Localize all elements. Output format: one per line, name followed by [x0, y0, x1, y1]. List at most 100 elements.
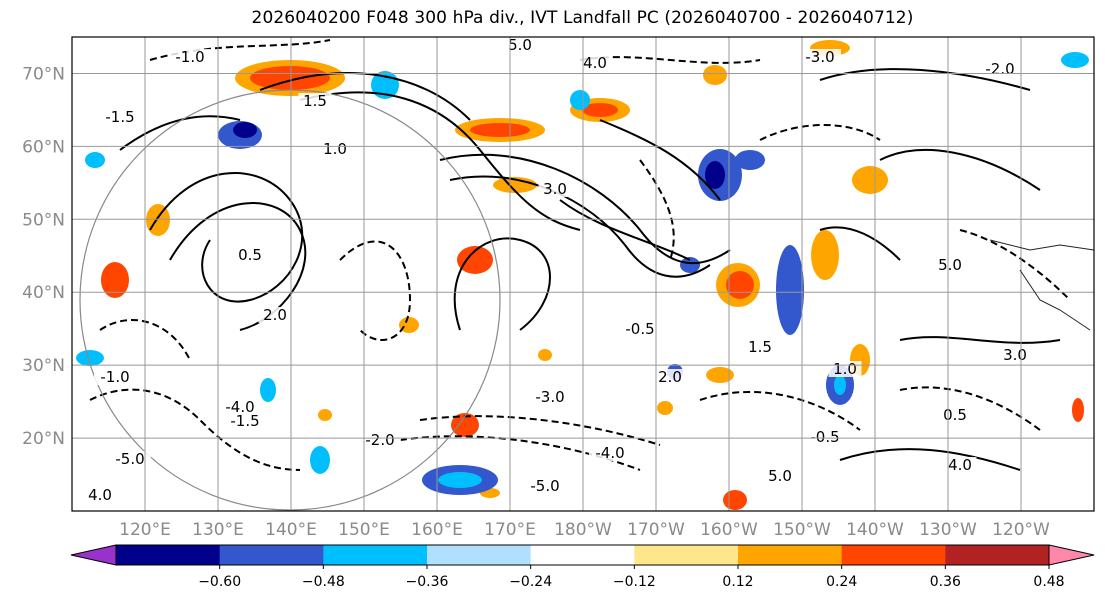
colorbar-ticks: −0.60 −0.48 −0.36 −0.24 −0.12 0.12 0.24 0.36 0.4… — [198, 565, 1065, 590]
svg-text:1.5: 1.5 — [303, 92, 327, 110]
longitude-labels: 120°E 130°E 140°E 150°E 160°E 170°E 180°W 170°W… — [119, 520, 1050, 540]
svg-text:-4.0: -4.0 — [595, 444, 624, 462]
contour-value-label: -2.0 — [979, 60, 1021, 78]
lon-tick-label: 120°W — [992, 520, 1050, 540]
colorbar-segment — [427, 545, 532, 565]
lon-tick-label: 130°E — [192, 520, 244, 540]
svg-text:0.5: 0.5 — [238, 246, 262, 264]
svg-text:1.0: 1.0 — [323, 140, 347, 158]
contour-value-label: -1.5 — [224, 412, 266, 430]
svg-text:3.0: 3.0 — [1003, 346, 1027, 364]
divergence-shading — [76, 40, 1089, 510]
contour-value-label: -4.0 — [589, 444, 631, 462]
lon-tick-label: 150°W — [773, 520, 831, 540]
svg-text:-4.0: -4.0 — [225, 398, 254, 416]
lon-tick-label: 140°W — [846, 520, 904, 540]
map-border — [71, 36, 1095, 512]
contour-value-label: 1.5 — [298, 92, 332, 110]
contour-value-label: 0.5 — [233, 246, 267, 264]
svg-text:-3.0: -3.0 — [535, 388, 564, 406]
colorbar-segment — [530, 545, 635, 565]
svg-text:-0.5: -0.5 — [625, 320, 654, 338]
colorbar-segment — [738, 545, 843, 565]
lat-tick-label: 40°N — [22, 283, 65, 303]
colorbar-segment — [219, 545, 324, 565]
contour-value-label: -5.0 — [109, 450, 151, 468]
colorbar-tick-label: 0.36 — [930, 574, 961, 590]
svg-text:5.0: 5.0 — [768, 467, 792, 485]
colorbar-tick-label: 0.24 — [826, 574, 857, 590]
colorbar-segment — [116, 545, 221, 565]
latitude-labels: 70°N 60°N 50°N 40°N 30°N 20°N — [22, 64, 65, 449]
contour-value-label: -4.0 — [219, 398, 261, 416]
svg-text:5.0: 5.0 — [938, 256, 962, 274]
svg-text:2.0: 2.0 — [263, 306, 287, 324]
svg-text:3.0: 3.0 — [543, 180, 567, 198]
colorbar-tick-label: −0.48 — [302, 574, 345, 590]
contour-value-label: 3.0 — [998, 346, 1032, 364]
colorbar-tick-label: 0.12 — [722, 574, 753, 590]
contour-labels: 5.0 4.0 3.0 2.0 1.5 1.0 0.5 -0.5 -1.0 -1.5 -2.0 -3.… — [83, 36, 1032, 504]
svg-text:-2.0: -2.0 — [365, 431, 394, 449]
svg-text:4.0: 4.0 — [948, 456, 972, 474]
contour-value-label: 5.0 — [933, 256, 967, 274]
colorbar-extend-high — [1048, 544, 1095, 566]
svg-text:4.0: 4.0 — [88, 486, 112, 504]
contour-value-label: 5.0 — [503, 36, 537, 54]
colorbar-tick-label: −0.36 — [406, 574, 449, 590]
svg-text:-5.0: -5.0 — [115, 450, 144, 468]
lon-tick-label: 170°W — [627, 520, 685, 540]
contour-value-label: 1.0 — [318, 140, 352, 158]
coastline-north-america — [989, 239, 1094, 331]
contour-value-label: 4.0 — [578, 54, 612, 72]
svg-text:-5.0: -5.0 — [530, 477, 559, 495]
lat-tick-label: 20°N — [22, 429, 65, 449]
lon-tick-label: 140°E — [265, 520, 317, 540]
colorbar — [70, 544, 1095, 566]
contour-value-label: 5.0 — [763, 467, 797, 485]
lon-tick-label: 180°W — [554, 520, 612, 540]
colorbar-segment — [634, 545, 739, 565]
svg-text:-1.5: -1.5 — [105, 108, 134, 126]
svg-text:5.0: 5.0 — [508, 36, 532, 54]
colorbar-tick-label: −0.60 — [198, 574, 241, 590]
colorbar-segment — [945, 545, 1050, 565]
svg-text:-1.0: -1.0 — [175, 48, 204, 66]
svg-text:-1.0: -1.0 — [100, 368, 129, 386]
lon-tick-label: 160°E — [411, 520, 463, 540]
colorbar-extend-low — [70, 544, 117, 566]
colorbar-tick-label: −0.12 — [613, 574, 656, 590]
svg-text:-3.0: -3.0 — [805, 48, 834, 66]
colorbar-tick-label: −0.24 — [509, 574, 552, 590]
svg-text:-2.0: -2.0 — [985, 60, 1014, 78]
lat-tick-label: 50°N — [22, 210, 65, 230]
svg-text:1.5: 1.5 — [748, 338, 772, 356]
contour-value-label: -1.5 — [99, 108, 141, 126]
svg-text:0.5: 0.5 — [943, 406, 967, 424]
svg-text:4.0: 4.0 — [583, 54, 607, 72]
contour-value-label: 0.5 — [938, 406, 972, 424]
contour-value-label: 3.0 — [538, 180, 572, 198]
contour-value-label: -0.5 — [804, 428, 846, 446]
contour-value-label: -1.0 — [94, 368, 136, 386]
svg-text:2.0: 2.0 — [658, 368, 682, 386]
lon-tick-label: 130°W — [919, 520, 977, 540]
colorbar-segment — [841, 545, 946, 565]
svg-text:1.0: 1.0 — [833, 360, 857, 378]
contour-value-label: -0.5 — [619, 320, 661, 338]
contour-value-label: 2.0 — [258, 306, 292, 324]
contour-value-label: -3.0 — [799, 48, 841, 66]
contour-value-label: 4.0 — [83, 486, 117, 504]
contour-value-label: 2.0 — [653, 368, 687, 386]
lon-tick-label: 160°W — [700, 520, 758, 540]
lat-tick-label: 60°N — [22, 137, 65, 157]
contour-value-label: -3.0 — [529, 388, 571, 406]
gridlines — [72, 37, 1094, 511]
contour-value-label: 1.0 — [828, 360, 862, 378]
contour-value-label: -5.0 — [524, 477, 566, 495]
contour-value-label: -1.0 — [169, 48, 211, 66]
contour-value-label: 1.5 — [743, 338, 777, 356]
colorbar-segment — [323, 545, 428, 565]
ivt-contours — [119, 68, 1061, 471]
